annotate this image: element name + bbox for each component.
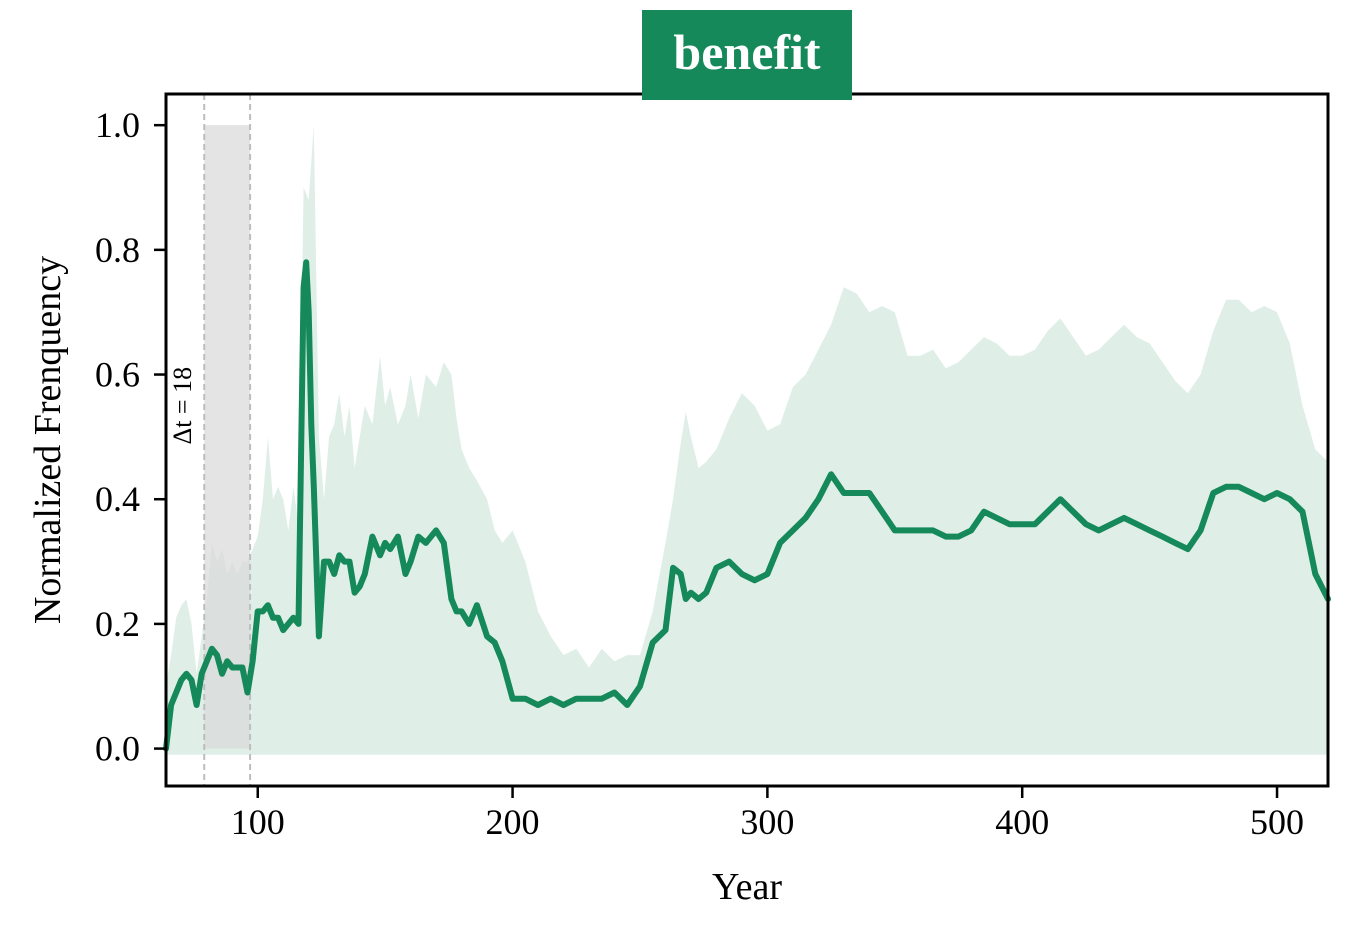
title-badge: benefit xyxy=(642,10,852,100)
delta-t-label: Δt = 18 xyxy=(168,367,197,445)
uncertainty-band xyxy=(166,125,1328,755)
y-tick-label: 1.0 xyxy=(95,105,140,145)
highlight-window xyxy=(204,125,251,749)
x-tick-label: 300 xyxy=(740,802,794,842)
x-tick-label: 200 xyxy=(486,802,540,842)
x-axis-ticks: 100 200 300 400 500 xyxy=(231,786,1304,842)
uncertainty-band-layer xyxy=(166,125,1328,755)
y-axis-title: Normalized Frenquency xyxy=(27,256,69,624)
plot-area: Δt = 18 xyxy=(163,92,1331,788)
series-line-layer xyxy=(163,259,1331,752)
x-tick-label: 400 xyxy=(995,802,1049,842)
y-tick-label: 0.4 xyxy=(95,479,140,519)
y-tick-label: 0.6 xyxy=(95,355,140,395)
x-axis-title: Year xyxy=(712,866,782,908)
series-line xyxy=(163,259,1331,752)
y-tick-label: 0.8 xyxy=(95,230,140,270)
y-tick-label: 0.2 xyxy=(95,604,140,644)
y-axis-ticks: 0.0 0.2 0.4 0.6 0.8 1.0 xyxy=(95,105,166,769)
y-tick-label: 0.0 xyxy=(95,729,140,769)
title-badge-bg xyxy=(642,10,852,100)
chart-title: benefit xyxy=(673,24,821,80)
highlight-layer: Δt = 18 xyxy=(168,94,252,786)
x-tick-label: 100 xyxy=(231,802,285,842)
x-tick-label: 500 xyxy=(1250,802,1304,842)
